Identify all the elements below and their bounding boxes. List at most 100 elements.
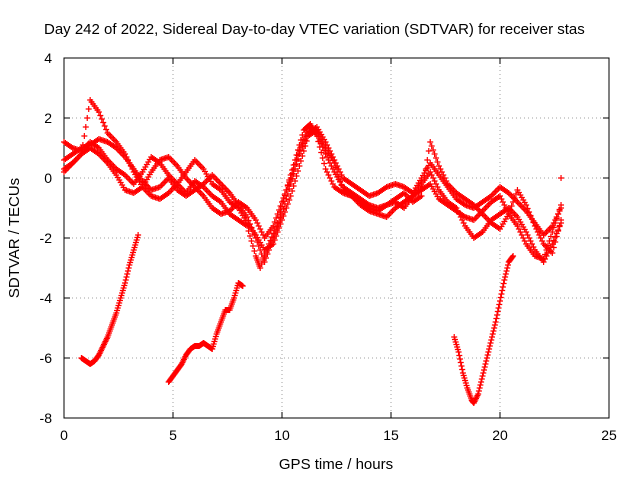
data-point	[284, 183, 291, 189]
data-point	[324, 169, 331, 175]
data-point	[530, 219, 537, 226]
data-point	[494, 312, 501, 318]
data-point	[247, 221, 254, 227]
data-point	[537, 235, 544, 241]
data-point	[422, 166, 429, 172]
data-point	[255, 243, 262, 249]
data-point	[558, 217, 565, 223]
data-point	[499, 284, 506, 290]
data-point	[318, 140, 325, 147]
data-point	[550, 220, 557, 226]
data-point	[455, 349, 462, 355]
data-point	[497, 294, 504, 301]
data-point	[480, 370, 487, 376]
data-point	[421, 175, 428, 181]
data-point	[290, 166, 297, 172]
data-point	[428, 172, 435, 178]
data-point	[255, 223, 262, 229]
data-point	[299, 140, 306, 146]
data-point	[500, 280, 507, 287]
chart-title: Day 242 of 2022, Sidereal Day-to-day VTE…	[44, 21, 585, 38]
data-point	[251, 248, 258, 254]
data-point	[501, 202, 508, 208]
data-point	[270, 235, 277, 241]
data-point	[490, 328, 497, 334]
data-point	[125, 265, 132, 271]
data-point	[265, 247, 272, 253]
data-point	[478, 376, 485, 382]
data-point	[523, 202, 530, 208]
x-tick-label: 10	[274, 427, 290, 443]
data-point	[280, 206, 287, 212]
data-point	[82, 124, 89, 130]
data-point	[258, 229, 265, 235]
data-point	[549, 229, 556, 235]
x-tick-label: 15	[383, 427, 399, 443]
data-point	[329, 181, 336, 187]
data-point	[263, 255, 270, 261]
data-point	[100, 119, 107, 126]
data-point	[476, 385, 483, 391]
data-point	[503, 268, 510, 274]
data-point	[556, 222, 563, 229]
data-point	[326, 175, 333, 181]
y-axis-label: SDTVAR / TECUs	[6, 178, 23, 298]
data-point	[542, 256, 549, 262]
data-point	[251, 231, 258, 238]
data-point	[481, 364, 488, 370]
data-point	[239, 283, 246, 289]
data-point	[531, 223, 538, 229]
data-point	[319, 144, 326, 150]
data-point	[81, 133, 88, 139]
data-point	[101, 123, 108, 129]
data-point	[494, 308, 501, 315]
x-tick-label: 20	[492, 427, 508, 443]
data-point	[485, 349, 492, 355]
data-point	[492, 319, 499, 325]
data-point	[424, 157, 431, 163]
data-point	[249, 228, 256, 234]
data-point	[257, 265, 264, 271]
data-point	[497, 298, 503, 304]
data-point	[419, 184, 426, 190]
data-point	[489, 334, 496, 340]
data-point	[122, 277, 129, 283]
data-point	[441, 175, 448, 181]
data-point	[518, 232, 525, 238]
data-point	[478, 379, 485, 385]
data-point	[459, 366, 466, 373]
data-point	[283, 196, 290, 202]
data-point	[328, 178, 335, 184]
data-point	[98, 116, 105, 122]
data-point	[509, 254, 516, 260]
data-point	[271, 219, 278, 225]
data-point	[427, 139, 434, 145]
data-point	[300, 136, 307, 142]
data-point	[493, 315, 500, 322]
data-point	[510, 199, 517, 205]
data-point	[483, 355, 490, 361]
tick-labels: 0 5 10 15 20 25 -8 -6 -4 -2 0 2 4	[40, 50, 617, 443]
data-point	[549, 250, 556, 256]
data-point	[477, 382, 484, 388]
y-tick-label: 4	[44, 50, 52, 66]
data-point	[481, 367, 488, 373]
data-point	[499, 287, 506, 294]
data-point	[85, 106, 92, 112]
data-point	[84, 115, 91, 121]
data-point	[431, 178, 438, 184]
data-point	[103, 126, 110, 133]
data-point	[530, 244, 537, 250]
data-point	[135, 232, 142, 238]
data-point	[482, 361, 489, 367]
data-point	[526, 209, 533, 215]
data-point	[124, 271, 131, 277]
data-point	[520, 235, 527, 241]
data-point	[271, 231, 278, 237]
data-point	[95, 109, 102, 115]
data-point	[507, 207, 514, 213]
data-point	[475, 391, 482, 397]
data-point	[293, 157, 300, 163]
data-point	[274, 211, 281, 217]
